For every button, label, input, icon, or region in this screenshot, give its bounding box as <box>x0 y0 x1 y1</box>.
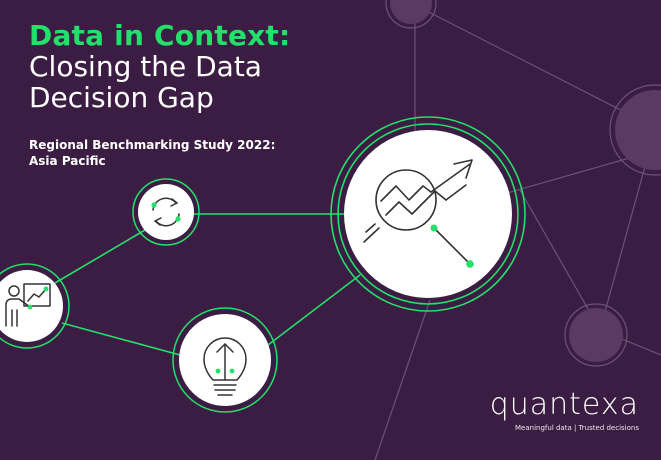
analysis-node <box>330 116 526 312</box>
brand-tagline: Meaningful data | Trusted decisions <box>515 424 639 432</box>
brand-wordmark: quantexa <box>489 387 639 422</box>
cover-title: Data in Context: Closing the Data Decisi… <box>29 20 349 113</box>
title-line-2: Closing the Data <box>29 50 262 83</box>
presenter-node <box>0 263 70 349</box>
title-line-3: Decision Gap <box>29 81 214 114</box>
green-connections <box>54 213 361 356</box>
subtitle-line-2: Asia Pacific <box>29 154 106 168</box>
presenter-chart-icon <box>5 283 51 327</box>
subtitle-line-1: Regional Benchmarking Study 2022: <box>29 138 276 152</box>
refresh-node <box>132 178 200 246</box>
brand-logo: quantexa Meaningful data | Trusted decis… <box>464 390 639 433</box>
background-nodes <box>385 0 661 367</box>
title-accent-line: Data in Context: <box>29 19 291 52</box>
lightbulb-node <box>172 307 278 413</box>
lightbulb-idea-icon <box>203 337 247 396</box>
trend-magnifier-icon <box>363 159 473 265</box>
cover-subtitle: Regional Benchmarking Study 2022: Asia P… <box>29 137 349 169</box>
